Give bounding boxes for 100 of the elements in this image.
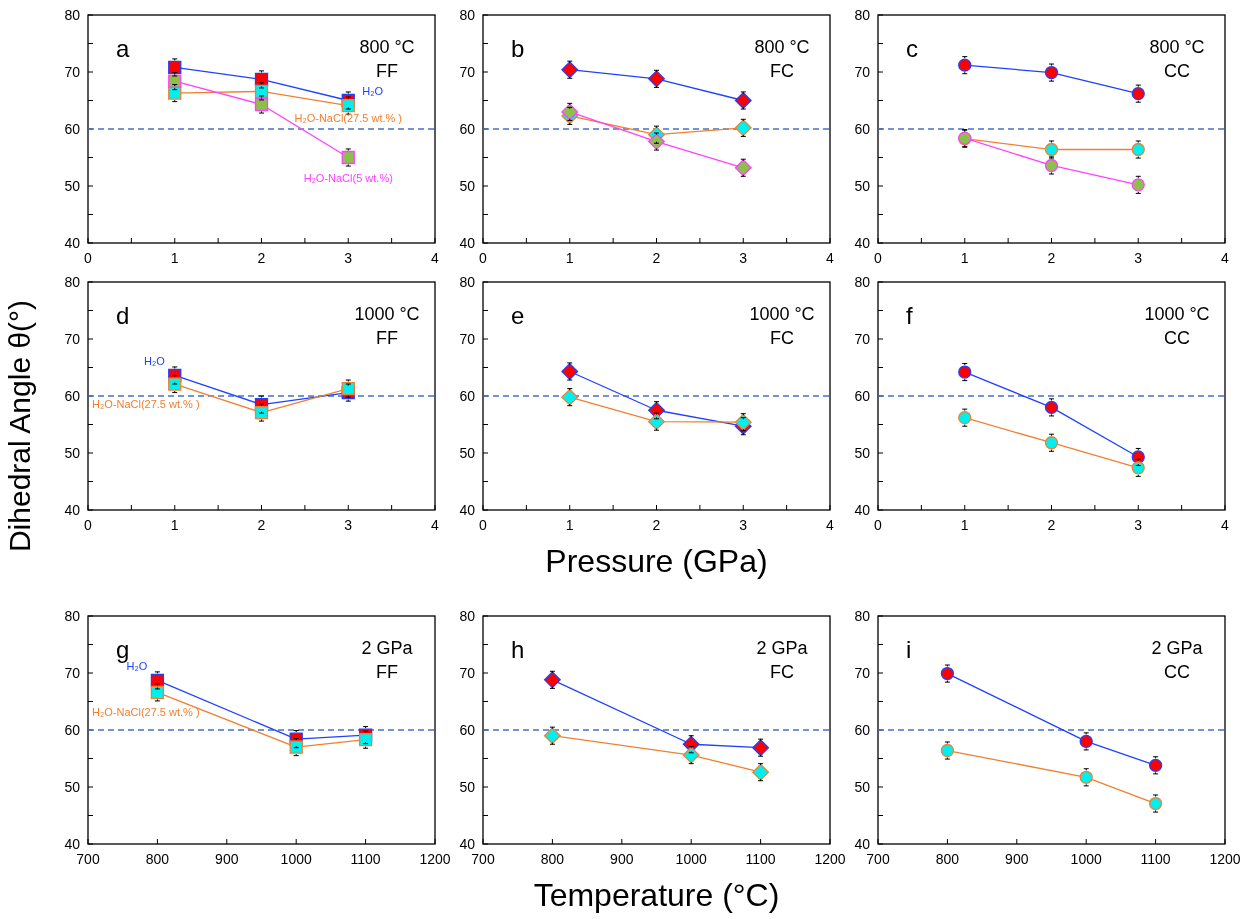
- x-tick-label: 1100: [350, 851, 381, 867]
- x-tick-label: 900: [215, 851, 239, 867]
- annotation: FC: [770, 662, 794, 682]
- x-tick-label: 0: [84, 517, 93, 533]
- text: g: [116, 636, 130, 663]
- annotation: FC: [770, 61, 794, 81]
- x-tick-label: 1200: [814, 851, 846, 867]
- y-tick-label: 80: [459, 607, 476, 624]
- x-tick-label: 3: [739, 250, 748, 266]
- x-tick-label: 0: [874, 517, 883, 533]
- series-label: H₂O-NaCl(27.5 wt.% ): [294, 111, 403, 124]
- x-axis-title: Temperature (°C): [533, 877, 780, 913]
- y-tick-label: 80: [64, 273, 81, 290]
- y-tick-label: 80: [459, 273, 476, 290]
- x-tick-label: 700: [866, 851, 890, 867]
- y-tick-label: 60: [459, 721, 476, 738]
- text: c: [906, 35, 918, 62]
- y-tick-label: 80: [854, 273, 871, 290]
- x-tick-label: 1000: [1070, 851, 1102, 867]
- x-tick-label: 4: [431, 250, 440, 266]
- y-tick-label: 60: [854, 387, 871, 404]
- series-label: H₂O-NaCl(27.5 wt.% ): [92, 706, 200, 719]
- y-tick-label: 70: [64, 330, 81, 347]
- x-tick-label: 1000: [280, 851, 312, 867]
- x-tick-label: 4: [826, 517, 835, 533]
- text: f: [906, 302, 913, 329]
- x-tick-label: 0: [84, 250, 93, 266]
- y-tick-label: 40: [854, 835, 871, 852]
- y-tick-label: 60: [64, 387, 81, 404]
- x-tick-label: 1200: [419, 851, 451, 867]
- annotation: 1000 °C: [1144, 304, 1210, 324]
- y-tick-label: 50: [64, 177, 81, 194]
- x-tick-label: 900: [610, 851, 634, 867]
- y-tick-label: 70: [459, 330, 476, 347]
- x-tick-label: 3: [1134, 517, 1143, 533]
- x-tick-label: 1: [565, 250, 574, 266]
- x-tick-label: 1000: [675, 851, 707, 867]
- y-tick-label: 50: [459, 778, 476, 795]
- x-tick-label: 700: [471, 851, 495, 867]
- x-tick-label: 0: [874, 250, 883, 266]
- y-tick-label: 40: [459, 234, 476, 251]
- x-tick-label: 800: [145, 851, 170, 867]
- y-tick-label: 50: [459, 177, 476, 194]
- y-tick-label: 60: [64, 721, 81, 738]
- annotation: 2 GPa: [361, 638, 414, 658]
- y-tick-label: 40: [64, 501, 81, 518]
- x-tick-label: 0: [479, 517, 488, 533]
- x-tick-label: 900: [1005, 851, 1029, 867]
- x-tick-label: 0: [479, 250, 488, 266]
- x-tick-label: 1: [960, 517, 969, 533]
- y-tick-label: 50: [459, 444, 476, 461]
- y-tick-label: 60: [854, 120, 871, 137]
- annotation: CC: [1164, 328, 1190, 348]
- y-tick-label: 60: [64, 120, 81, 137]
- x-tick-label: 2: [652, 250, 661, 266]
- y-tick-label: 70: [459, 63, 476, 80]
- y-tick-label: 60: [459, 120, 476, 137]
- annotation: FC: [770, 328, 794, 348]
- y-tick-label: 70: [64, 664, 81, 681]
- x-tick-label: 1100: [1140, 851, 1171, 867]
- y-tick-label: 40: [854, 501, 871, 518]
- y-tick-label: 50: [854, 177, 871, 194]
- x-tick-label: 800: [935, 851, 960, 867]
- annotation: 1000 °C: [354, 304, 420, 324]
- x-tick-label: 2: [652, 517, 661, 533]
- series-label: H₂O: [126, 660, 148, 673]
- y-tick-label: 40: [854, 234, 871, 251]
- annotation: CC: [1164, 61, 1190, 81]
- text: b: [511, 35, 525, 62]
- x-tick-label: 4: [826, 250, 835, 266]
- annotation: 800 °C: [754, 37, 810, 57]
- x-tick-label: 1: [565, 517, 574, 533]
- y-tick-label: 40: [459, 835, 476, 852]
- text: i: [906, 636, 912, 663]
- y-tick-label: 70: [854, 664, 871, 681]
- y-tick-label: 80: [64, 6, 81, 23]
- y-tick-label: 50: [854, 778, 871, 795]
- y-tick-label: 80: [854, 6, 871, 23]
- text: d: [116, 302, 130, 329]
- text: h: [511, 636, 525, 663]
- series-label: H₂O: [143, 355, 166, 368]
- y-tick-label: 60: [459, 387, 476, 404]
- y-tick-label: 50: [64, 444, 81, 461]
- annotation: 2 GPa: [756, 638, 809, 658]
- x-tick-label: 1: [170, 250, 179, 266]
- y-tick-label: 40: [64, 835, 81, 852]
- y-tick-label: 80: [459, 6, 476, 23]
- annotation: FF: [376, 61, 398, 81]
- y-tick-label: 40: [64, 234, 81, 251]
- x-tick-label: 1: [170, 517, 179, 533]
- x-tick-label: 2: [1047, 517, 1056, 533]
- annotation: 2 GPa: [1151, 638, 1204, 658]
- annotation: FF: [376, 328, 398, 348]
- x-tick-label: 4: [1221, 250, 1230, 266]
- x-tick-label: 3: [1134, 250, 1143, 266]
- y-tick-label: 50: [64, 778, 81, 795]
- series-label: H₂O-NaCl(27.5 wt.% ): [92, 398, 200, 411]
- annotation: 1000 °C: [749, 304, 815, 324]
- annotation: FF: [376, 662, 398, 682]
- series-label: H₂O: [362, 84, 384, 97]
